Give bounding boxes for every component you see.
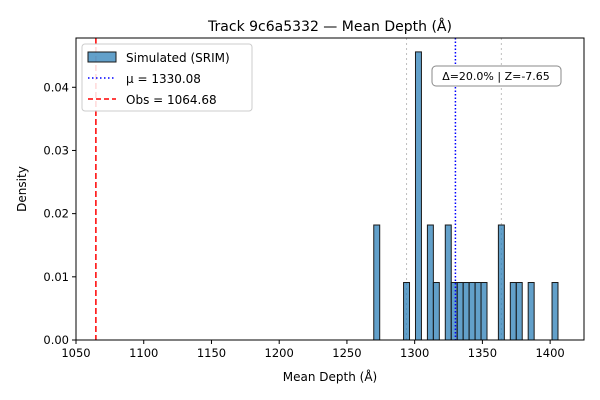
histogram-bar-1 <box>403 282 411 341</box>
x-axis: 1050 1100 1150 1200 1250 1300 1350 1400 <box>61 340 565 360</box>
annotation-box: Δ=20.0% | Z=-7.65 <box>431 65 562 87</box>
legend-label-observed: Obs = 1064.68 <box>126 93 217 107</box>
x-tick-label: 1250 <box>332 346 361 360</box>
y-axis: 0.00 0.01 0.02 0.03 0.04 <box>43 80 76 347</box>
histogram-bar-13 <box>509 282 517 341</box>
y-tick-label: 0.04 <box>43 80 69 94</box>
legend: Simulated (SRIM) μ = 1330.08 Obs = 1064.… <box>81 43 253 112</box>
x-tick-label: 1100 <box>129 346 158 360</box>
histogram-bar-16 <box>551 282 559 341</box>
histogram-bar-14 <box>515 282 523 341</box>
histogram-bar-9 <box>468 282 476 341</box>
histogram-bar-2 <box>414 51 422 341</box>
annotation-frame <box>431 65 562 87</box>
legend-label-mean: μ = 1330.08 <box>126 72 201 86</box>
legend-label-simulated: Simulated (SRIM) <box>126 51 230 65</box>
legend-swatch-simulated <box>87 51 117 63</box>
y-tick-label: 0.02 <box>43 207 69 221</box>
histogram-bar-6 <box>450 282 458 341</box>
histogram-bar-10 <box>474 282 482 341</box>
y-tick-label: 0.01 <box>43 270 69 284</box>
histogram-bar-8 <box>462 282 470 341</box>
chart-title: Track 9c6a5332 — Mean Depth (Å) <box>207 18 452 35</box>
histogram-bar-3 <box>426 224 434 341</box>
histogram-bar-4 <box>432 282 440 341</box>
x-tick-label: 1400 <box>535 346 564 360</box>
plot-frame <box>75 37 585 341</box>
x-tick-label: 1350 <box>468 346 497 360</box>
histogram-bar-5 <box>444 224 452 341</box>
histogram-bar-15 <box>527 282 535 341</box>
x-tick-label: 1050 <box>61 346 90 360</box>
x-tick-label: 1300 <box>400 346 429 360</box>
histogram-bar-11 <box>480 282 488 341</box>
histogram-bar-7 <box>456 282 464 341</box>
y-tick-label: 0.00 <box>43 333 69 347</box>
x-tick-label: 1200 <box>265 346 294 360</box>
annotation-text: Δ=20.0% | Z=-7.65 <box>442 70 550 83</box>
histogram-bar-12 <box>497 224 505 341</box>
histogram-bars <box>373 51 559 341</box>
histogram-bar-0 <box>373 224 381 341</box>
x-tick-label: 1150 <box>197 346 226 360</box>
x-axis-label: Mean Depth (Å) <box>283 369 377 384</box>
legend-box <box>81 43 253 112</box>
y-axis-label: Density <box>15 166 29 212</box>
y-tick-label: 0.03 <box>43 143 69 157</box>
